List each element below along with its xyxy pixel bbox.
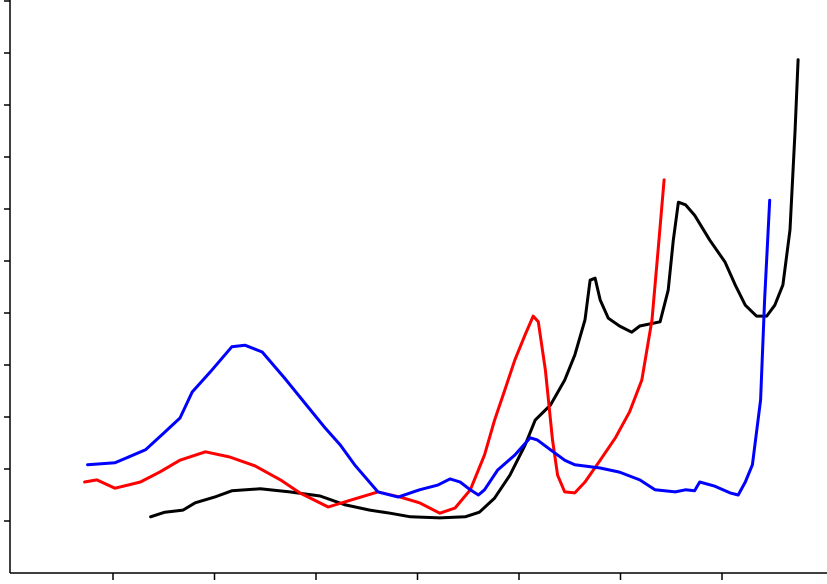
line-series (149, 58, 800, 520)
line-series (86, 198, 772, 499)
